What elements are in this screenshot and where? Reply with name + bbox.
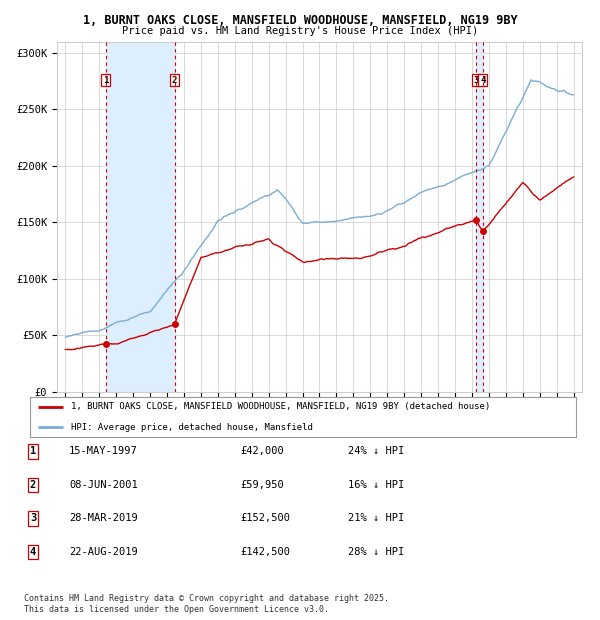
Text: 3: 3 — [473, 76, 479, 84]
Text: Contains HM Land Registry data © Crown copyright and database right 2025.: Contains HM Land Registry data © Crown c… — [24, 593, 389, 603]
Text: 15-MAY-1997: 15-MAY-1997 — [69, 446, 138, 456]
Text: 1, BURNT OAKS CLOSE, MANSFIELD WOODHOUSE, MANSFIELD, NG19 9BY: 1, BURNT OAKS CLOSE, MANSFIELD WOODHOUSE… — [83, 14, 517, 27]
Text: 16% ↓ HPI: 16% ↓ HPI — [348, 480, 404, 490]
Bar — [476, 42, 483, 392]
Text: 24% ↓ HPI: 24% ↓ HPI — [348, 446, 404, 456]
Text: £59,950: £59,950 — [240, 480, 284, 490]
Text: £42,000: £42,000 — [240, 446, 284, 456]
Point — [478, 226, 488, 236]
Text: 3: 3 — [30, 513, 36, 523]
Point — [101, 339, 110, 349]
Point — [170, 319, 179, 329]
Text: 1: 1 — [103, 76, 108, 84]
Bar — [106, 42, 175, 392]
Text: 1: 1 — [30, 446, 36, 456]
Text: 28% ↓ HPI: 28% ↓ HPI — [348, 547, 404, 557]
Text: This data is licensed under the Open Government Licence v3.0.: This data is licensed under the Open Gov… — [24, 604, 329, 614]
Text: Price paid vs. HM Land Registry's House Price Index (HPI): Price paid vs. HM Land Registry's House … — [122, 26, 478, 36]
Text: £142,500: £142,500 — [240, 547, 290, 557]
Text: 08-JUN-2001: 08-JUN-2001 — [69, 480, 138, 490]
Text: £152,500: £152,500 — [240, 513, 290, 523]
Text: 28-MAR-2019: 28-MAR-2019 — [69, 513, 138, 523]
Point — [471, 215, 481, 224]
Text: 4: 4 — [480, 76, 485, 84]
Text: 1, BURNT OAKS CLOSE, MANSFIELD WOODHOUSE, MANSFIELD, NG19 9BY (detached house): 1, BURNT OAKS CLOSE, MANSFIELD WOODHOUSE… — [71, 402, 490, 412]
Text: 2: 2 — [172, 76, 177, 84]
Text: 2: 2 — [30, 480, 36, 490]
Text: 4: 4 — [30, 547, 36, 557]
Text: 21% ↓ HPI: 21% ↓ HPI — [348, 513, 404, 523]
Text: 22-AUG-2019: 22-AUG-2019 — [69, 547, 138, 557]
Text: HPI: Average price, detached house, Mansfield: HPI: Average price, detached house, Mans… — [71, 422, 313, 432]
